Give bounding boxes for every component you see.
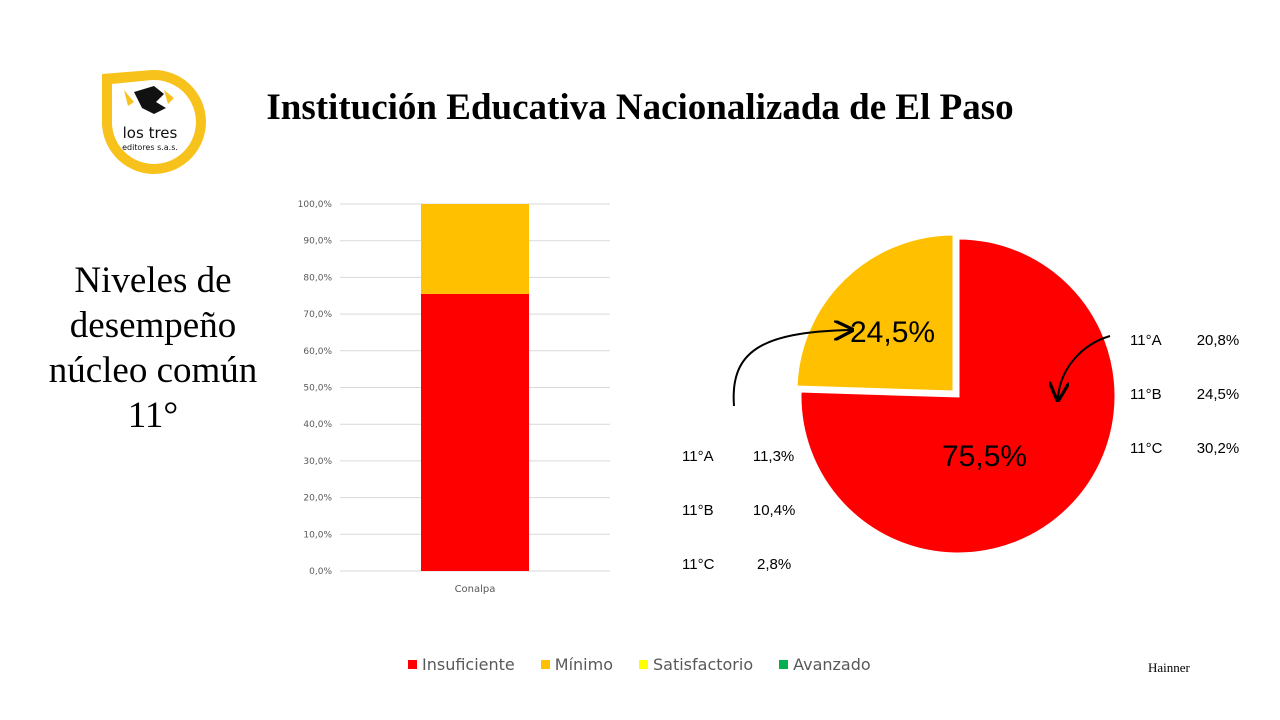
y-tick-label: 80,0%	[303, 273, 332, 283]
legend-swatch	[638, 660, 648, 669]
y-tick-label: 10,0%	[303, 530, 332, 540]
arrow-minimo	[732, 330, 850, 407]
legend-label: Avanzado	[793, 655, 871, 674]
logo-text-line2: editores s.a.s.	[122, 143, 178, 152]
los-tres-logo: los tres editores s.a.s.	[102, 69, 206, 174]
annotation-line: 11°A 20,8%	[1130, 332, 1240, 349]
bar-segment-insuficiente	[421, 293, 529, 571]
annotation-line: 11°C 30,2%	[1130, 440, 1240, 457]
pie-label-minimo: 24,5%	[850, 316, 936, 349]
legend-swatch	[540, 660, 550, 669]
y-tick-label: 100,0%	[298, 200, 333, 210]
legend-swatch	[779, 660, 789, 669]
bar-segment-mnimo	[421, 204, 529, 294]
legend-label: Mínimo	[554, 655, 613, 674]
logo-figure-icon	[134, 86, 166, 114]
y-tick-label: 40,0%	[303, 420, 332, 430]
logo-figure-accent-right	[164, 90, 174, 104]
page-title: Institución Educativa Nacionalizada de E…	[266, 87, 1014, 128]
y-tick-label: 70,0%	[303, 310, 332, 320]
annotation-line: 11°B 10,4%	[682, 502, 796, 519]
logo-figure-accent-left	[124, 90, 134, 106]
y-tick-label: 20,0%	[303, 494, 332, 504]
stacked-bar-chart: 0,0% 10,0% 20,0% 30,0% 40,0% 50,0% 60,0% 70,0% 8…	[298, 200, 610, 595]
y-tick-label: 90,0%	[303, 237, 332, 247]
y-tick-label: 30,0%	[303, 457, 332, 467]
legend-label: Satisfactorio	[652, 655, 754, 674]
y-tick-label: 50,0%	[303, 384, 332, 394]
annotation-line: 11°B 24,5%	[1130, 386, 1240, 403]
legend-label: Insuficiente	[422, 655, 515, 674]
pie-slice-insuficiente	[798, 236, 1118, 556]
y-tick-label: 60,0%	[303, 347, 332, 357]
author-credit: Hainner	[1148, 660, 1190, 675]
arrow-insuficiente	[1058, 335, 1111, 398]
legend-item-minimo: Mínimo	[540, 655, 613, 674]
annotation-minimo-breakdown: 11°A 11,3% 11°B 10,4% 11°C 2,8%	[682, 412, 795, 592]
pie-label-insuficiente: 75,5%	[942, 440, 1028, 473]
side-title: Niveles de desempeño núcleo común 11°	[48, 260, 258, 436]
annotation-line: 11°A 11,3%	[682, 448, 795, 465]
annotation-line: 11°C 2,8%	[682, 556, 792, 573]
legend-item-avanzado: Avanzado	[779, 655, 871, 674]
annotation-insuficiente-breakdown: 11°A 20,8% 11°B 24,5% 11°C 30,2%	[1130, 296, 1239, 476]
chart-legend: Insuficiente Mínimo Satisfactorio Avanza…	[408, 655, 871, 674]
y-tick-label: 0,0%	[309, 567, 332, 577]
pie-slice-minimo	[794, 232, 956, 394]
legend-item-satisfactorio: Satisfactorio	[638, 655, 754, 674]
pie-chart	[794, 232, 1118, 556]
legend-swatch	[408, 660, 417, 669]
logo-text-line1: los tres	[123, 124, 178, 142]
x-category-label: Conalpa	[455, 584, 496, 595]
legend-item-insuficiente: Insuficiente	[408, 655, 515, 674]
